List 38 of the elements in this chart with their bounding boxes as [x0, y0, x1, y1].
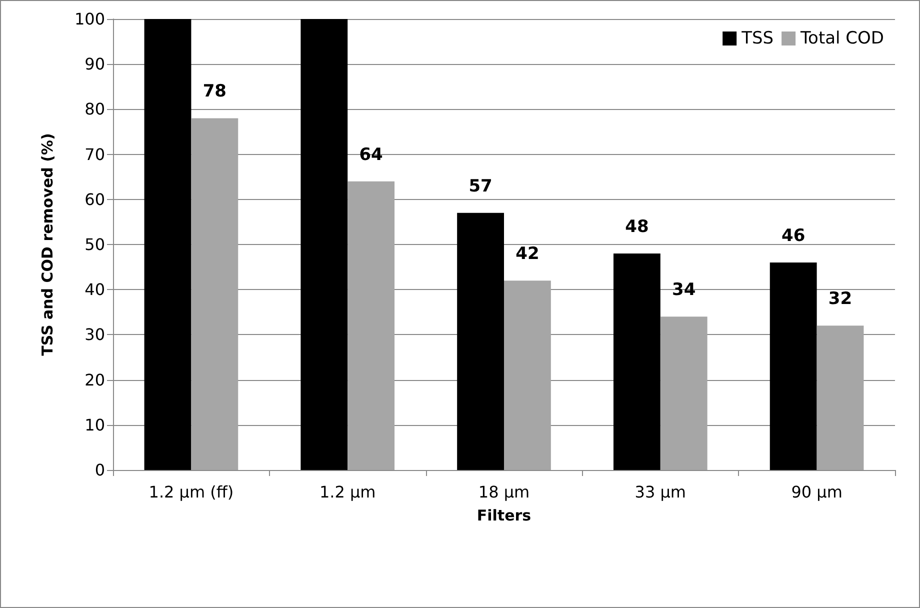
bar	[504, 280, 551, 470]
x-tick-label: 1.2 µm (ff)	[148, 482, 234, 502]
y-tick-label: 90	[84, 54, 105, 74]
y-tick-label: 50	[84, 235, 105, 254]
y-tick-label: 40	[84, 280, 105, 300]
data-label: 64	[359, 144, 384, 165]
x-tick-label: 1.2 µm	[319, 482, 376, 502]
x-axis-title: Filters	[476, 506, 532, 524]
data-label: 34	[672, 280, 696, 300]
y-tick-label: 10	[84, 415, 105, 434]
bar	[613, 254, 660, 470]
data-label: 46	[782, 226, 806, 246]
data-label: 48	[625, 217, 649, 238]
y-tick-label: 0	[94, 460, 105, 480]
legend-label: Total COD	[800, 28, 884, 48]
x-tick-label: 90 µm	[791, 482, 842, 502]
data-label: 78	[202, 82, 226, 102]
y-tick-label: 30	[84, 325, 105, 344]
bar	[770, 262, 817, 470]
bar	[300, 19, 348, 470]
y-tick-label: 100	[74, 10, 105, 28]
y-tick-label: 20	[84, 370, 105, 390]
data-label: 32	[828, 289, 852, 310]
bar	[144, 19, 192, 470]
data-label: 42	[516, 244, 540, 264]
bar	[191, 118, 238, 470]
x-tick-label: 18 µm	[478, 482, 530, 502]
y-tick-label: 70	[84, 144, 105, 164]
y-tick-label: 80	[84, 100, 105, 119]
y-tick-label: 60	[84, 190, 105, 209]
x-tick-label: 33 µm	[634, 482, 686, 502]
bar	[660, 316, 708, 470]
legend-label: TSS	[740, 28, 774, 48]
bar	[457, 212, 504, 470]
bar	[816, 326, 864, 470]
data-label: 57	[468, 176, 492, 196]
bar	[348, 181, 395, 470]
y-axis-title: TSS and COD removed (%)	[38, 133, 56, 356]
